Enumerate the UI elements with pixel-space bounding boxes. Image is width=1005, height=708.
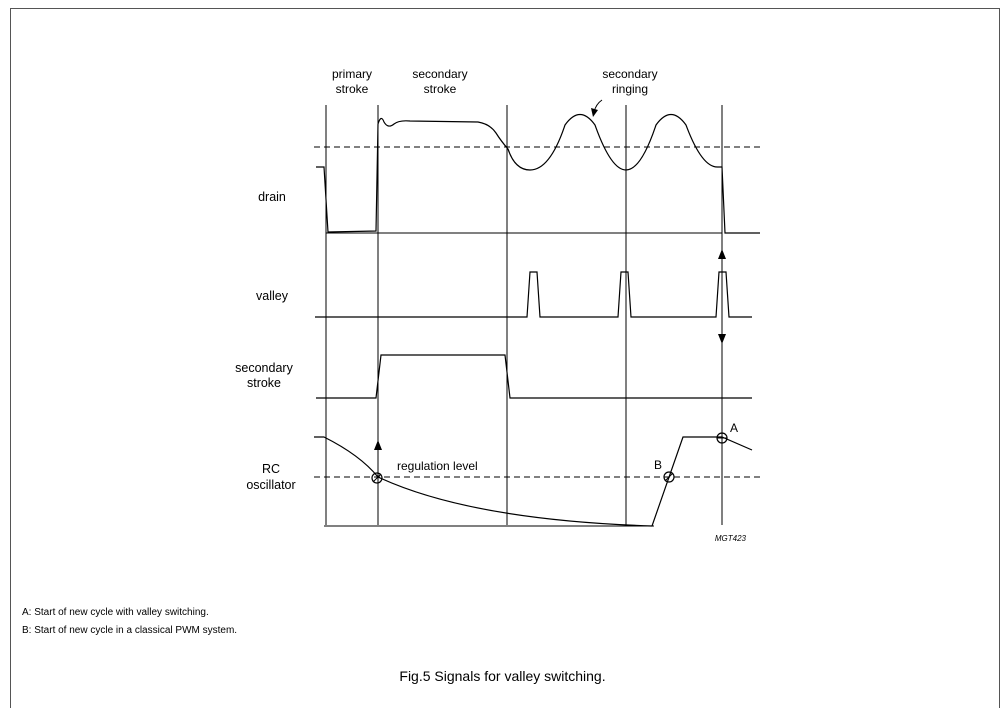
figure-frame (10, 8, 1000, 708)
valley-waveform (315, 271, 752, 318)
point-b-marker-slash (664, 472, 674, 482)
secondary-stroke-signal-label-line2: stroke (247, 376, 281, 390)
figure-caption: Fig.5 Signals for valley switching. (399, 668, 606, 684)
primary-stroke-label-line1: primary (332, 67, 372, 81)
rc-oscillator-waveform (314, 436, 753, 527)
primary-stroke-label-line2: stroke (336, 82, 369, 96)
trigger-arrow (374, 440, 382, 472)
secondary-ringing-label-line2: ringing (612, 82, 648, 96)
regulation-level-label: regulation level (397, 459, 478, 473)
figure-code-label: MGT423 (715, 534, 747, 543)
figure-notes: A: Start of new cycle with valley switch… (22, 604, 237, 640)
secondary-stroke-header-line2: stroke (424, 82, 457, 96)
ringing-pointer-arrow (591, 99, 603, 117)
point-a-label: A (730, 421, 738, 435)
point-b-label: B (654, 458, 662, 472)
drain-label: drain (258, 190, 286, 204)
delay-double-arrow (718, 249, 726, 344)
timing-lines (325, 105, 723, 525)
drain-waveform (316, 113, 760, 234)
note-a: A: Start of new cycle with valley switch… (22, 607, 209, 618)
secondary-ringing-label-line1: secondary (602, 67, 657, 81)
secondary-stroke-waveform (316, 354, 752, 399)
regulation-crossing-marker (371, 472, 383, 484)
secondary-stroke-signal-label-line1: secondary (235, 361, 293, 375)
rc-oscillator-label-line2: oscillator (246, 478, 295, 492)
regulation-crossing-marker-slash (372, 473, 382, 483)
note-b: B: Start of new cycle in a classical PWM… (22, 625, 238, 636)
secondary-stroke-header-line1: secondary (412, 67, 467, 81)
valley-label: valley (256, 289, 289, 303)
rc-oscillator-label-line1: RC (262, 462, 280, 476)
point-b-marker (663, 471, 675, 483)
